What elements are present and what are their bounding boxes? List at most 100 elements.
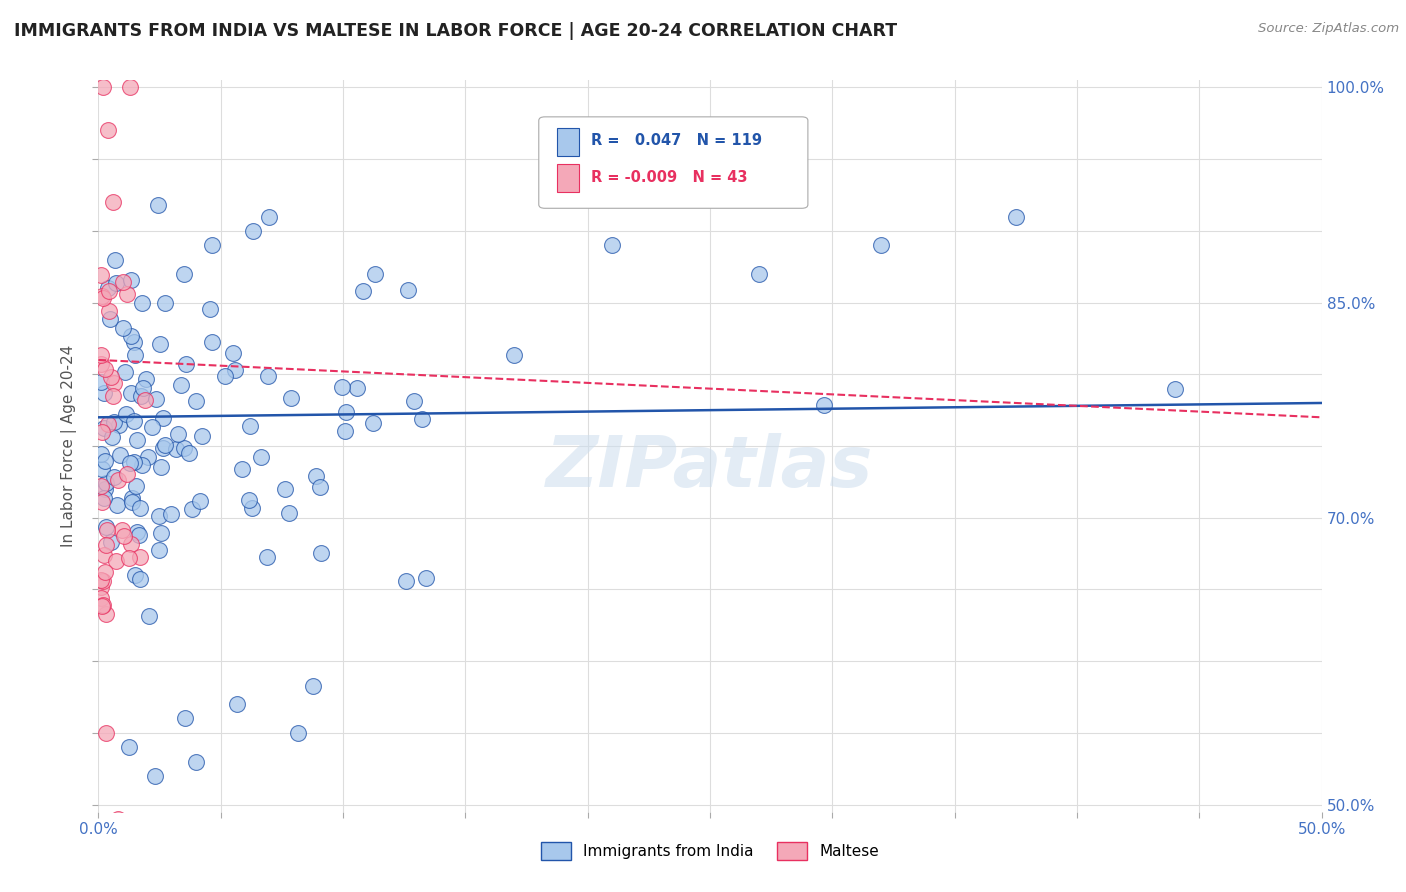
Point — [100, 534, 122, 549]
Point — [93, 491, 115, 505]
Point — [94, 565, 117, 579]
Point — [129, 389, 152, 403]
Point — [93, 385, 115, 400]
Point — [131, 295, 153, 310]
Point — [167, 427, 190, 442]
Point — [152, 411, 174, 425]
Point — [90, 425, 112, 439]
Point — [94, 454, 117, 468]
Point — [503, 348, 526, 362]
Point — [396, 283, 419, 297]
Point — [309, 480, 332, 494]
Point — [287, 726, 309, 740]
Point — [94, 361, 117, 376]
Point — [813, 398, 835, 412]
Point — [90, 447, 112, 461]
Point — [90, 289, 112, 303]
Point — [94, 726, 117, 740]
Point — [94, 538, 117, 552]
Point — [173, 441, 195, 455]
Point — [125, 479, 148, 493]
Text: IMMIGRANTS FROM INDIA VS MALTESE IN LABOR FORCE | AGE 20-24 CORRELATION CHART: IMMIGRANTS FROM INDIA VS MALTESE IN LABO… — [14, 22, 897, 40]
Point — [91, 574, 114, 589]
Point — [257, 369, 280, 384]
Point — [105, 498, 128, 512]
Point — [200, 302, 222, 317]
Bar — [557, 164, 579, 192]
Point — [128, 572, 150, 586]
Point — [181, 502, 204, 516]
Point — [128, 528, 150, 542]
Point — [224, 363, 246, 377]
Point — [305, 469, 328, 483]
Point — [112, 529, 135, 543]
Point — [103, 389, 125, 403]
Text: R =   0.047   N = 119: R = 0.047 N = 119 — [592, 134, 762, 148]
Point — [90, 357, 112, 371]
Point — [148, 543, 170, 558]
Point — [108, 449, 131, 463]
Point — [222, 346, 245, 360]
Point — [148, 508, 170, 523]
Point — [105, 554, 128, 568]
Point — [90, 268, 112, 282]
Point — [870, 238, 893, 252]
Point — [257, 210, 280, 224]
Point — [1004, 210, 1026, 224]
Point — [98, 303, 121, 318]
Point — [91, 80, 114, 95]
Point — [131, 458, 153, 472]
Point — [173, 267, 195, 281]
Point — [112, 320, 135, 334]
Point — [111, 275, 134, 289]
Point — [153, 437, 176, 451]
Point — [121, 495, 143, 509]
Point — [124, 347, 146, 361]
Point — [107, 417, 129, 432]
Point — [90, 591, 112, 605]
Bar — [557, 128, 579, 155]
Point — [104, 276, 127, 290]
Point — [120, 386, 142, 401]
Point — [302, 679, 325, 693]
Point — [136, 450, 159, 464]
Point — [600, 238, 623, 252]
Point — [118, 551, 141, 566]
Point — [201, 334, 224, 349]
Point — [138, 609, 160, 624]
Point — [141, 420, 163, 434]
Point — [238, 492, 260, 507]
Point — [256, 550, 278, 565]
Point — [361, 417, 384, 431]
Point — [90, 580, 112, 594]
Point — [150, 459, 173, 474]
Point — [115, 286, 138, 301]
Point — [411, 412, 433, 426]
Point — [91, 462, 114, 476]
Point — [159, 508, 181, 522]
Point — [104, 252, 127, 267]
Point — [1164, 382, 1187, 396]
Point — [122, 414, 145, 428]
Point — [97, 123, 120, 137]
Point — [97, 417, 120, 432]
Point — [111, 524, 134, 538]
Point — [94, 607, 117, 621]
Point — [94, 520, 117, 534]
Point — [214, 369, 236, 384]
Point — [120, 273, 142, 287]
Point — [153, 295, 176, 310]
Point — [90, 348, 112, 362]
Point — [122, 335, 145, 350]
Point — [117, 467, 139, 482]
Point — [143, 769, 166, 783]
Point — [103, 376, 125, 390]
Point — [346, 381, 368, 395]
Point — [179, 446, 201, 460]
Point — [330, 380, 353, 394]
Point — [186, 755, 208, 769]
Point — [145, 392, 167, 406]
Point — [114, 365, 136, 379]
Point — [98, 284, 121, 298]
Point — [90, 573, 112, 587]
